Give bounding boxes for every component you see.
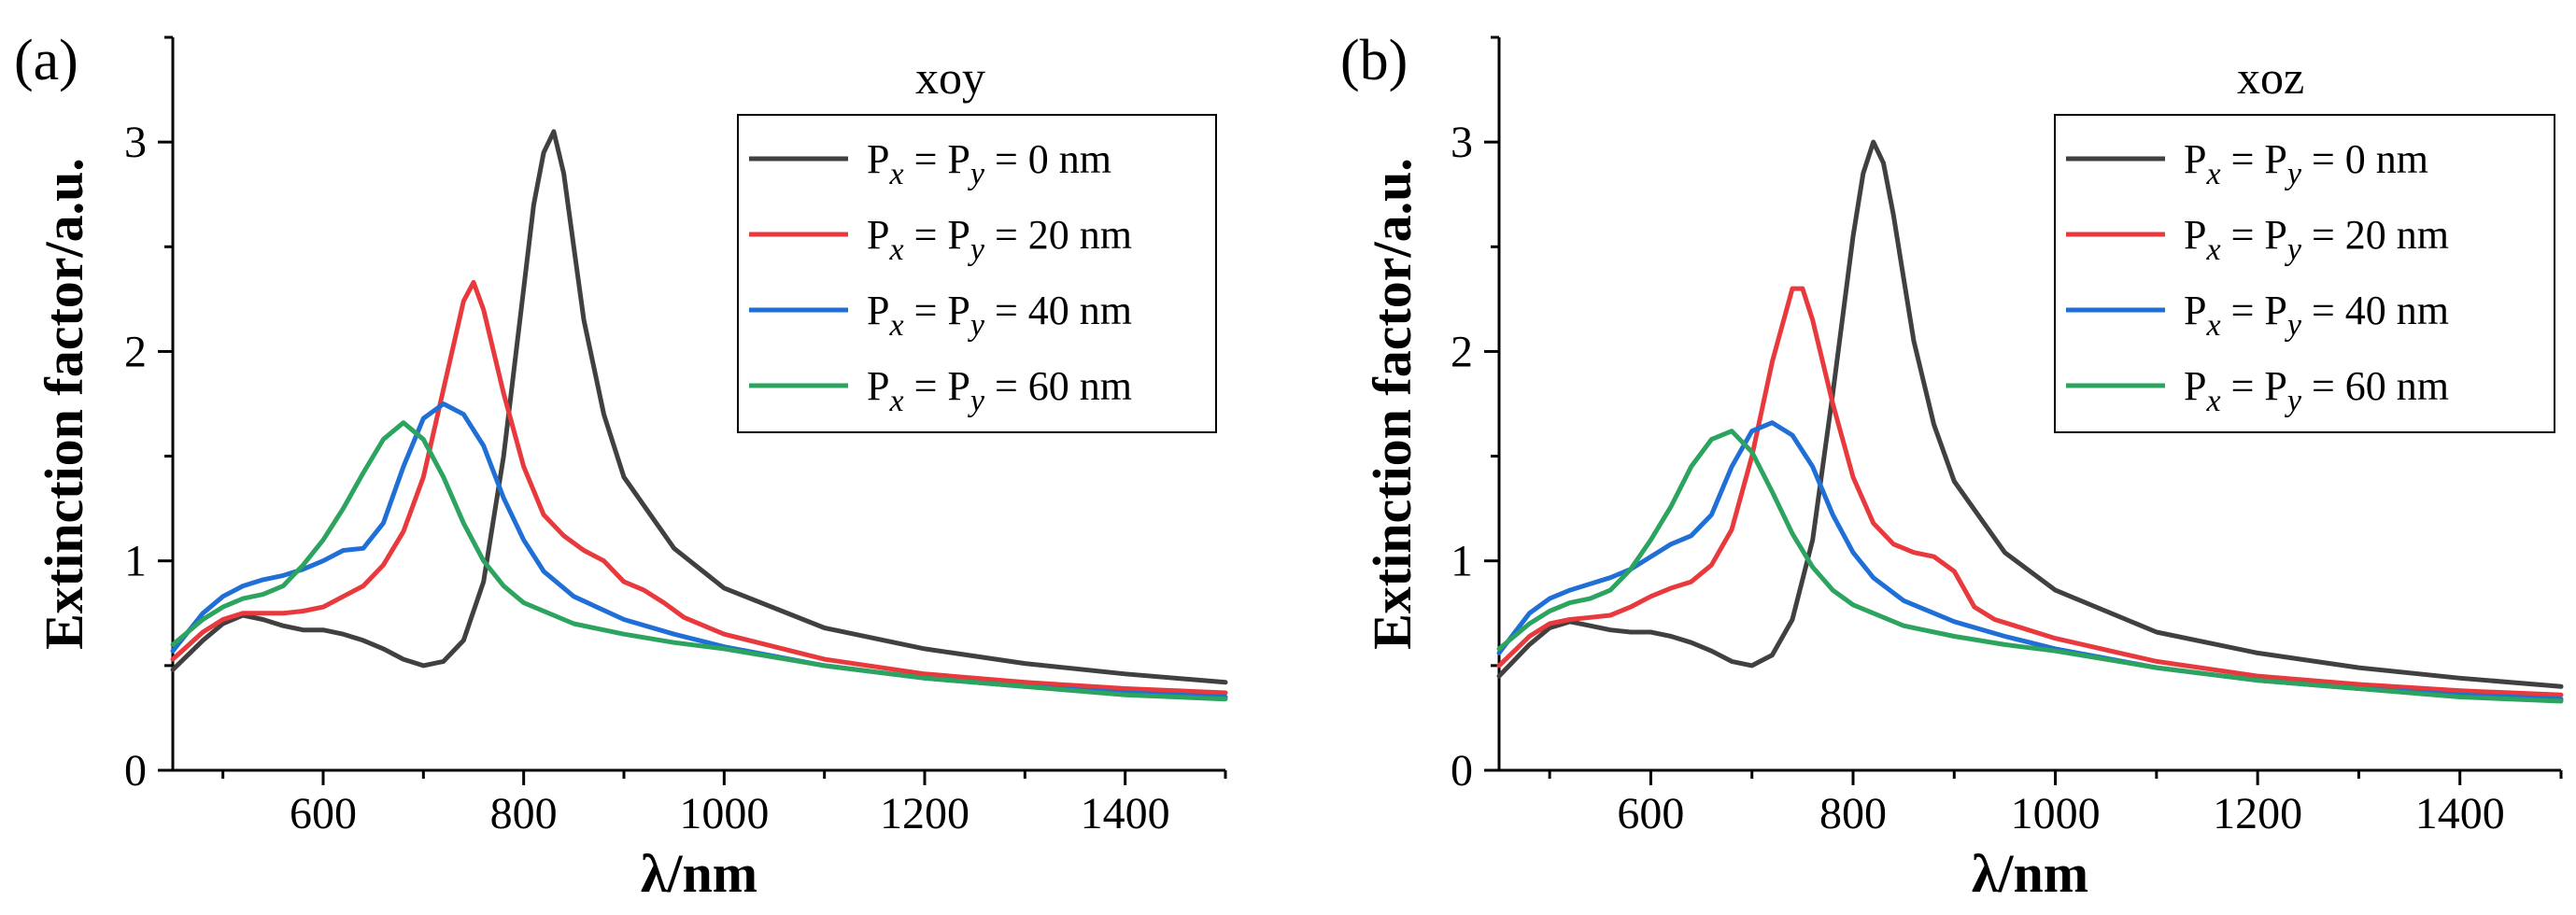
legend-title: xoz: [2237, 51, 2304, 104]
series-line-2: [1496, 420, 2564, 702]
legend-subscript: y: [2285, 384, 2302, 418]
legend-subscript: y: [2285, 308, 2302, 343]
legend-box: [737, 114, 1217, 433]
legend-subscript: y: [968, 232, 985, 267]
x-tick-label: 600: [1617, 789, 1684, 838]
legend-entry-1: Px = Py = 20 nm: [867, 212, 1132, 267]
legend-text-part: P: [867, 136, 889, 182]
legend-entry-0: Px = Py = 0 nm: [867, 136, 1111, 191]
legend-text-part: = P: [2221, 363, 2287, 409]
legend-subscript: y: [968, 308, 985, 343]
legend-text-part: = 20 nm: [2301, 212, 2449, 258]
legend-text-part: = 40 nm: [2301, 288, 2449, 333]
panel-label: (b): [1340, 29, 1408, 92]
x-axis-label: λ/nm: [641, 843, 757, 904]
legend-entry-3: Px = Py = 60 nm: [2184, 363, 2449, 418]
legend-text-part: P: [2184, 136, 2206, 182]
x-tick-label: 1400: [2415, 789, 2505, 838]
legend-text-part: P: [867, 212, 889, 258]
legend-subscript: x: [888, 308, 903, 343]
x-tick-label: 800: [490, 789, 558, 838]
series-line-0: [170, 129, 1228, 685]
legend-subscript: x: [888, 157, 903, 191]
legend-text-part: P: [867, 363, 889, 409]
legend-subscript: y: [968, 157, 985, 191]
legend-text-part: = 0 nm: [984, 136, 1111, 182]
legend-text-part: P: [2184, 288, 2206, 333]
legend-subscript: x: [888, 232, 903, 267]
y-axis-label: Extinction factor/a.u.: [34, 158, 94, 650]
chart-panel-0: (a) 600 800 1000 1200 1400 0 1 2 3 λ/nm Extinction …: [14, 29, 1228, 904]
y-tick-label: 2: [1451, 327, 1473, 376]
x-tick-label: 600: [290, 789, 357, 838]
series-line-3: [170, 420, 1228, 702]
legend-text-part: P: [867, 288, 889, 333]
legend-entry-3: Px = Py = 60 nm: [867, 363, 1132, 418]
y-axis-label: Extinction factor/a.u.: [1362, 158, 1422, 650]
legend-entry-2: Px = Py = 40 nm: [867, 288, 1132, 343]
legend-text-part: = 40 nm: [984, 288, 1132, 333]
legend-subscript: x: [2205, 308, 2220, 343]
series-line-1: [170, 279, 1228, 696]
x-tick-label: 1400: [1081, 789, 1170, 838]
legend-entry-0: Px = Py = 0 nm: [2184, 136, 2428, 191]
y-tick-label: 1: [1451, 537, 1473, 586]
y-tick-label: 3: [1451, 118, 1473, 167]
legend-text-part: = P: [904, 212, 970, 258]
legend-entry-1: Px = Py = 20 nm: [2184, 212, 2449, 267]
legend-text-part: = 60 nm: [984, 363, 1132, 409]
series-line-0: [1496, 139, 2564, 689]
legend-subscript: y: [2285, 157, 2302, 191]
x-tick-label: 1000: [679, 789, 769, 838]
legend-subscript: x: [2205, 157, 2220, 191]
panel-label: (a): [14, 29, 78, 92]
y-tick-label: 2: [124, 327, 147, 376]
legend-text-part: = P: [2221, 212, 2287, 258]
legend-text-part: = P: [904, 136, 970, 182]
legend-subscript: x: [2205, 384, 2220, 418]
y-tick-label: 3: [124, 118, 147, 167]
x-tick-label: 1200: [880, 789, 970, 838]
series-line-1: [1496, 286, 2564, 697]
legend-text-part: = 0 nm: [2301, 136, 2428, 182]
legend-text-part: P: [2184, 212, 2206, 258]
y-tick-label: 0: [124, 746, 147, 795]
legend-text-part: = 20 nm: [984, 212, 1132, 258]
series-line-2: [170, 401, 1228, 699]
chart-panel-1: (b) 600 800 1000 1200 1400 0 1 2 3 λ/nm Extinction …: [1340, 29, 2564, 904]
legend-title: xoy: [915, 51, 985, 104]
legend-text-part: = 60 nm: [2301, 363, 2449, 409]
legend-subscript: y: [968, 384, 985, 418]
legend-entry-2: Px = Py = 40 nm: [2184, 288, 2449, 343]
legend-text-part: = P: [904, 363, 970, 409]
legend-subscript: x: [2205, 232, 2220, 267]
legend-text-part: = P: [2221, 288, 2287, 333]
y-tick-label: 0: [1451, 746, 1473, 795]
legend-subscript: y: [2285, 232, 2302, 267]
x-tick-label: 1200: [2213, 789, 2302, 838]
legend-text-part: = P: [904, 288, 970, 333]
legend-subscript: x: [888, 384, 903, 418]
y-tick-label: 1: [124, 537, 147, 586]
x-axis-label: λ/nm: [1972, 843, 2088, 904]
legend-text-part: = P: [2221, 136, 2287, 182]
x-tick-label: 1000: [2011, 789, 2101, 838]
legend-box: [2054, 114, 2555, 433]
series-line-3: [1496, 429, 2564, 704]
legend-text-part: P: [2184, 363, 2206, 409]
x-tick-label: 800: [1819, 789, 1887, 838]
